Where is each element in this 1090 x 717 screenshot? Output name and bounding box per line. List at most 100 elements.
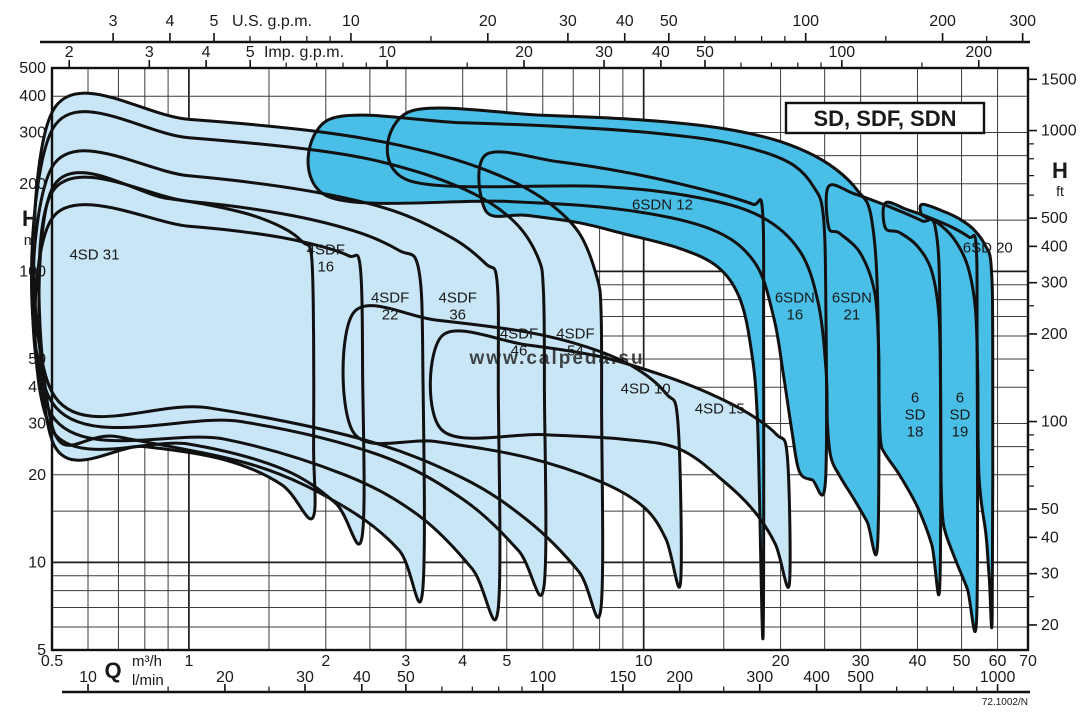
svg-text:40: 40 xyxy=(652,44,670,61)
svg-text:10: 10 xyxy=(635,653,653,670)
envelope-curve-6-sd-19 xyxy=(881,200,980,634)
model-label: 22 xyxy=(382,307,399,324)
svg-text:150: 150 xyxy=(610,669,637,686)
svg-text:1500: 1500 xyxy=(1041,71,1077,88)
svg-text:20: 20 xyxy=(479,13,497,30)
document-code: 72.1002/N xyxy=(982,697,1028,708)
h-m-axis-label: H xyxy=(22,206,38,231)
model-label: 4SDF xyxy=(307,241,345,258)
envelope-curve-6-sd-18 xyxy=(824,183,943,597)
model-label: 46 xyxy=(511,342,528,359)
svg-text:200: 200 xyxy=(965,44,992,61)
svg-text:3: 3 xyxy=(145,44,154,61)
svg-text:10: 10 xyxy=(378,44,396,61)
svg-text:200: 200 xyxy=(1041,326,1068,343)
model-label: 6SDN 12 xyxy=(632,197,693,214)
model-label: 4SD 10 xyxy=(621,381,671,398)
envelope-curve-6sdn-16 xyxy=(306,113,829,497)
envelope-curve-6sdn-12 xyxy=(477,150,766,641)
envelope-fill-4sd-15 xyxy=(430,330,791,588)
imp-gpm-axis-label: Imp. g.p.m. xyxy=(264,44,344,61)
model-label: 21 xyxy=(844,307,861,324)
svg-text:100: 100 xyxy=(529,669,556,686)
lmin-unit-label: l/min xyxy=(132,672,164,689)
svg-text:1000: 1000 xyxy=(980,669,1016,686)
envelope-curve-4sdf-36 xyxy=(31,149,502,622)
envelope-curve-4sdf-54 xyxy=(32,91,605,619)
svg-text:20: 20 xyxy=(1041,617,1059,634)
model-label: 6SDN xyxy=(832,290,872,307)
us-gpm-axis-label: U.S. g.p.m. xyxy=(232,13,312,30)
svg-text:30: 30 xyxy=(296,669,314,686)
svg-text:300: 300 xyxy=(19,125,46,142)
svg-text:40: 40 xyxy=(353,669,371,686)
svg-text:200: 200 xyxy=(929,13,956,30)
svg-text:400: 400 xyxy=(19,88,46,105)
svg-text:3: 3 xyxy=(401,653,410,670)
left-axis: 500 400 300 200 100 50 40 30 20 10 5 Hm xyxy=(19,60,46,659)
svg-text:50: 50 xyxy=(660,13,678,30)
svg-text:4: 4 xyxy=(202,44,211,61)
envelope-curve-4sd-31 xyxy=(37,171,317,521)
svg-text:3: 3 xyxy=(109,13,118,30)
bottom-axis: 0.5 1 2 3 4 5 10 20 30 40 50 60 70 Q m³/h l/min 10 20 30 40… xyxy=(41,653,1037,708)
svg-text:10: 10 xyxy=(79,669,97,686)
model-label: 36 xyxy=(449,307,466,324)
model-label: 6 xyxy=(911,389,919,406)
svg-text:2: 2 xyxy=(321,653,330,670)
svg-text:20: 20 xyxy=(515,44,533,61)
model-label: 19 xyxy=(952,423,969,440)
h-ft-axis-label: H xyxy=(1052,158,1068,183)
envelope-fill-6-sd-19 xyxy=(883,202,978,632)
envelope-curve-4sd-15 xyxy=(428,329,792,589)
svg-text:5: 5 xyxy=(37,642,46,659)
model-label: 4SDF xyxy=(556,325,594,342)
model-label: 18 xyxy=(907,423,924,440)
model-label: SD xyxy=(905,406,926,423)
model-label: 6SDN xyxy=(775,290,815,307)
model-label: 4SD 31 xyxy=(69,246,119,263)
svg-text:100: 100 xyxy=(19,263,46,280)
model-label: 4SDF xyxy=(500,325,538,342)
svg-text:30: 30 xyxy=(1041,566,1059,583)
svg-text:30: 30 xyxy=(595,44,613,61)
svg-text:40: 40 xyxy=(1041,529,1059,546)
svg-text:20: 20 xyxy=(28,467,46,484)
q-axis-label: Q xyxy=(104,658,121,683)
right-axis: 1500 1000 500 400 300 200 100 50 40 30 20 Hft xyxy=(1028,71,1077,634)
svg-text:50: 50 xyxy=(28,351,46,368)
envelope-curve-6sd-20 xyxy=(918,202,995,630)
svg-text:20: 20 xyxy=(216,669,234,686)
svg-text:50: 50 xyxy=(696,44,714,61)
svg-text:50: 50 xyxy=(1041,501,1059,518)
svg-text:0.5: 0.5 xyxy=(41,653,63,670)
model-label: 54 xyxy=(567,342,584,359)
svg-text:4: 4 xyxy=(165,13,174,30)
svg-text:60: 60 xyxy=(989,653,1007,670)
svg-text:500: 500 xyxy=(1041,210,1068,227)
svg-text:50: 50 xyxy=(397,669,415,686)
svg-text:500: 500 xyxy=(19,60,46,77)
model-label: 4SD 15 xyxy=(695,400,745,417)
svg-text:300: 300 xyxy=(1009,13,1036,30)
envelope-labels: 4SD 31 4SDF164SDF224SDF364SDF464SDF544SD … xyxy=(69,197,1012,441)
svg-text:1000: 1000 xyxy=(1041,123,1077,140)
svg-text:40: 40 xyxy=(909,653,927,670)
svg-text:200: 200 xyxy=(666,669,693,686)
envelope-curve-4sdf-46 xyxy=(30,110,548,597)
svg-text:40: 40 xyxy=(28,379,46,396)
model-label: 4SDF xyxy=(371,290,409,307)
svg-text:20: 20 xyxy=(772,653,790,670)
svg-text:100: 100 xyxy=(792,13,819,30)
svg-text:100: 100 xyxy=(829,44,856,61)
svg-text:5: 5 xyxy=(246,44,255,61)
envelope-curve-6sdn-21 xyxy=(385,106,881,557)
envelope-fill-6-sd-18 xyxy=(826,184,941,595)
title-box: SD, SDF, SDN xyxy=(784,101,986,135)
envelope-curve-4sd-10 xyxy=(341,304,683,589)
svg-text:400: 400 xyxy=(1041,238,1068,255)
svg-text:10: 10 xyxy=(28,554,46,571)
svg-text:400: 400 xyxy=(803,669,830,686)
